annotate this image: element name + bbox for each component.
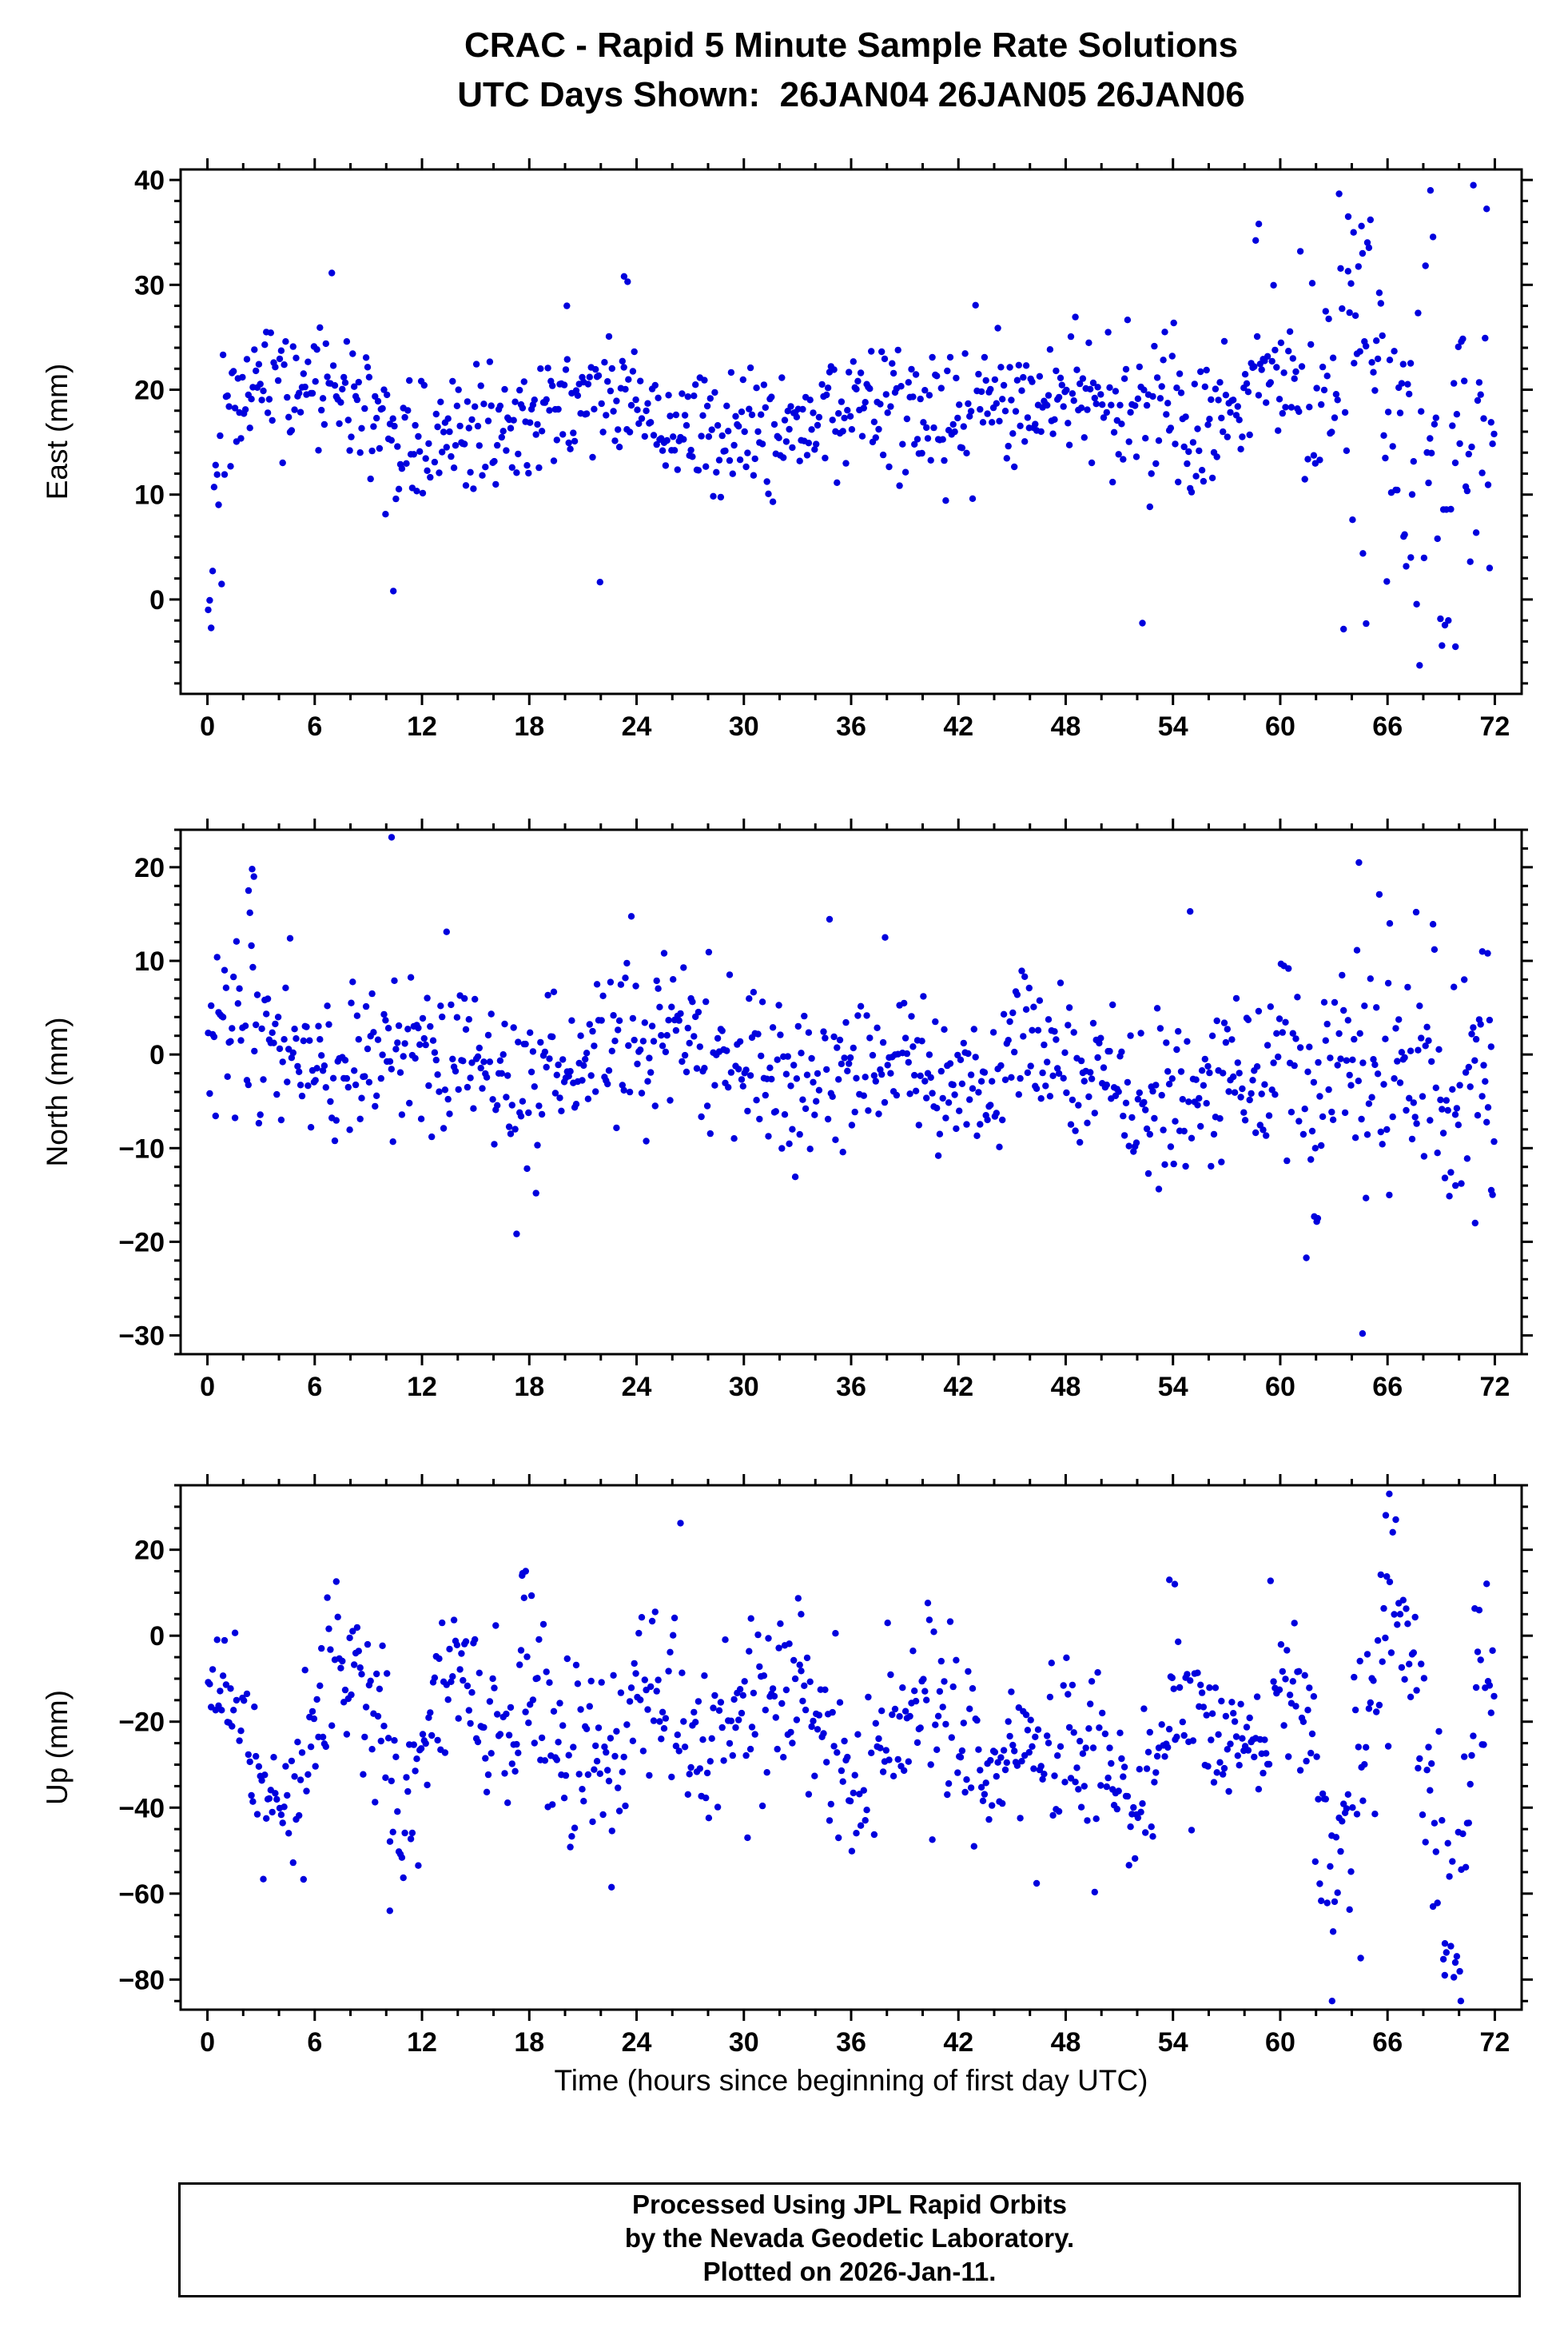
x-tick-label: 48 (1051, 2027, 1081, 2058)
axes-frame (169, 819, 1533, 1365)
x-tick-label: 18 (514, 1372, 544, 1402)
x-tick-label: 30 (729, 1372, 759, 1402)
x-tick-label: 24 (622, 2027, 652, 2058)
title-line1: CRAC - Rapid 5 Minute Sample Rate Soluti… (464, 26, 1239, 65)
y-tick-label: 0 (149, 1040, 165, 1070)
chart-title: CRAC - Rapid 5 Minute Sample Rate Soluti… (181, 21, 1522, 120)
footer-line1: Processed Using JPL Rapid Orbits (631, 2190, 1068, 2219)
x-axis-title: Time (hours since beginning of first day… (554, 2064, 1148, 2097)
x-tick-label: 6 (307, 711, 322, 742)
x-tick-label: 0 (200, 1372, 215, 1402)
x-tick-label: 36 (836, 1372, 866, 1402)
scatter-points (205, 1490, 1498, 2005)
y-tick-label: 0 (149, 585, 165, 616)
x-tick-label: 42 (943, 711, 973, 742)
scatter-points (205, 181, 1498, 669)
x-tick-label: 66 (1372, 2027, 1403, 2058)
x-tick-label: 42 (943, 1372, 973, 1402)
x-tick-label: 30 (729, 2027, 759, 2058)
y-tick-label: 30 (134, 270, 165, 301)
up-panel: 0 6 12 18 24 30 36 42 48 54 60 66 72 −80 −60 −40 −20 0 20 U… (0, 1469, 1568, 2077)
x-tick-label: 6 (307, 2027, 322, 2058)
x-tick-label: 36 (836, 711, 866, 742)
x-tick-label: 30 (729, 711, 759, 742)
y-tick-label: −10 (118, 1134, 165, 1164)
y-tick-label: −60 (118, 1879, 165, 1910)
x-tick-label: 48 (1051, 711, 1081, 742)
x-tick-label: 18 (514, 2027, 544, 2058)
axes-frame (169, 1474, 1533, 2021)
x-tick-label: 54 (1158, 2027, 1188, 2058)
scatter-points (205, 834, 1498, 1337)
x-tick-label: 0 (200, 711, 215, 742)
footer-line3: Plotted on 2026-Jan-11. (702, 2257, 997, 2286)
x-tick-label: 18 (514, 711, 544, 742)
y-tick-label: −20 (118, 1227, 165, 1257)
y-tick-label: −80 (118, 1965, 165, 1995)
x-tick-label: 66 (1372, 711, 1403, 742)
axes-frame (169, 158, 1533, 705)
x-tick-label: 24 (622, 1372, 652, 1402)
x-tick-label: 12 (407, 1372, 437, 1402)
x-tick-label: 60 (1265, 711, 1295, 742)
y-tick-label: 40 (134, 165, 165, 196)
x-tick-label: 48 (1051, 1372, 1081, 1402)
y-tick-label: 20 (134, 376, 165, 406)
footer-line2: by the Nevada Geodetic Laboratory. (624, 2223, 1075, 2253)
east-panel: 0 6 12 18 24 30 36 42 48 54 60 66 72 0 10 20 30 40 East (m… (0, 153, 1568, 761)
y-tick-label: 0 (149, 1621, 165, 1652)
x-tick-label: 36 (836, 2027, 866, 2058)
x-tick-label: 72 (1480, 2027, 1510, 2058)
x-tick-label: 42 (943, 2027, 973, 2058)
east-plot-svg: 0 6 12 18 24 30 36 42 48 54 60 66 72 0 10 20 30 40 East (m… (41, 158, 1533, 742)
north-panel: 0 6 12 18 24 30 36 42 48 54 60 66 72 −30 −20 −10 0 10 20 No… (0, 814, 1568, 1421)
x-tick-label: 60 (1265, 2027, 1295, 2058)
x-tick-label: 12 (407, 2027, 437, 2058)
title-line2: UTC Days Shown: 26JAN04 26JAN05 26JAN06 (457, 75, 1245, 114)
x-tick-label: 6 (307, 1372, 322, 1402)
x-tick-label: 72 (1480, 711, 1510, 742)
y-tick-label: −20 (118, 1707, 165, 1738)
y-axis-title: North (mm) (41, 1017, 74, 1166)
y-tick-label: 20 (134, 1536, 165, 1566)
up-plot-svg: 0 6 12 18 24 30 36 42 48 54 60 66 72 −80 −60 −40 −20 0 20 U… (41, 1474, 1533, 2058)
x-tick-label: 54 (1158, 1372, 1188, 1402)
y-tick-label: 10 (134, 946, 165, 977)
north-plot-svg: 0 6 12 18 24 30 36 42 48 54 60 66 72 −30 −20 −10 0 10 20 No… (41, 819, 1533, 1402)
y-tick-label: 10 (134, 480, 165, 511)
y-tick-label: −40 (118, 1793, 165, 1823)
x-tick-label: 54 (1158, 711, 1188, 742)
x-tick-label: 72 (1480, 1372, 1510, 1402)
x-tick-label: 24 (622, 711, 652, 742)
x-tick-label: 66 (1372, 1372, 1403, 1402)
x-tick-label: 12 (407, 711, 437, 742)
x-tick-label: 0 (200, 2027, 215, 2058)
y-tick-label: −30 (118, 1321, 165, 1352)
y-tick-label: 20 (134, 853, 165, 883)
y-axis-title: Up (mm) (41, 1690, 74, 1805)
x-tick-label: 60 (1265, 1372, 1295, 1402)
footer-box: Processed Using JPL Rapid Orbits by the … (178, 2182, 1521, 2297)
y-axis-title: East (mm) (41, 364, 74, 500)
